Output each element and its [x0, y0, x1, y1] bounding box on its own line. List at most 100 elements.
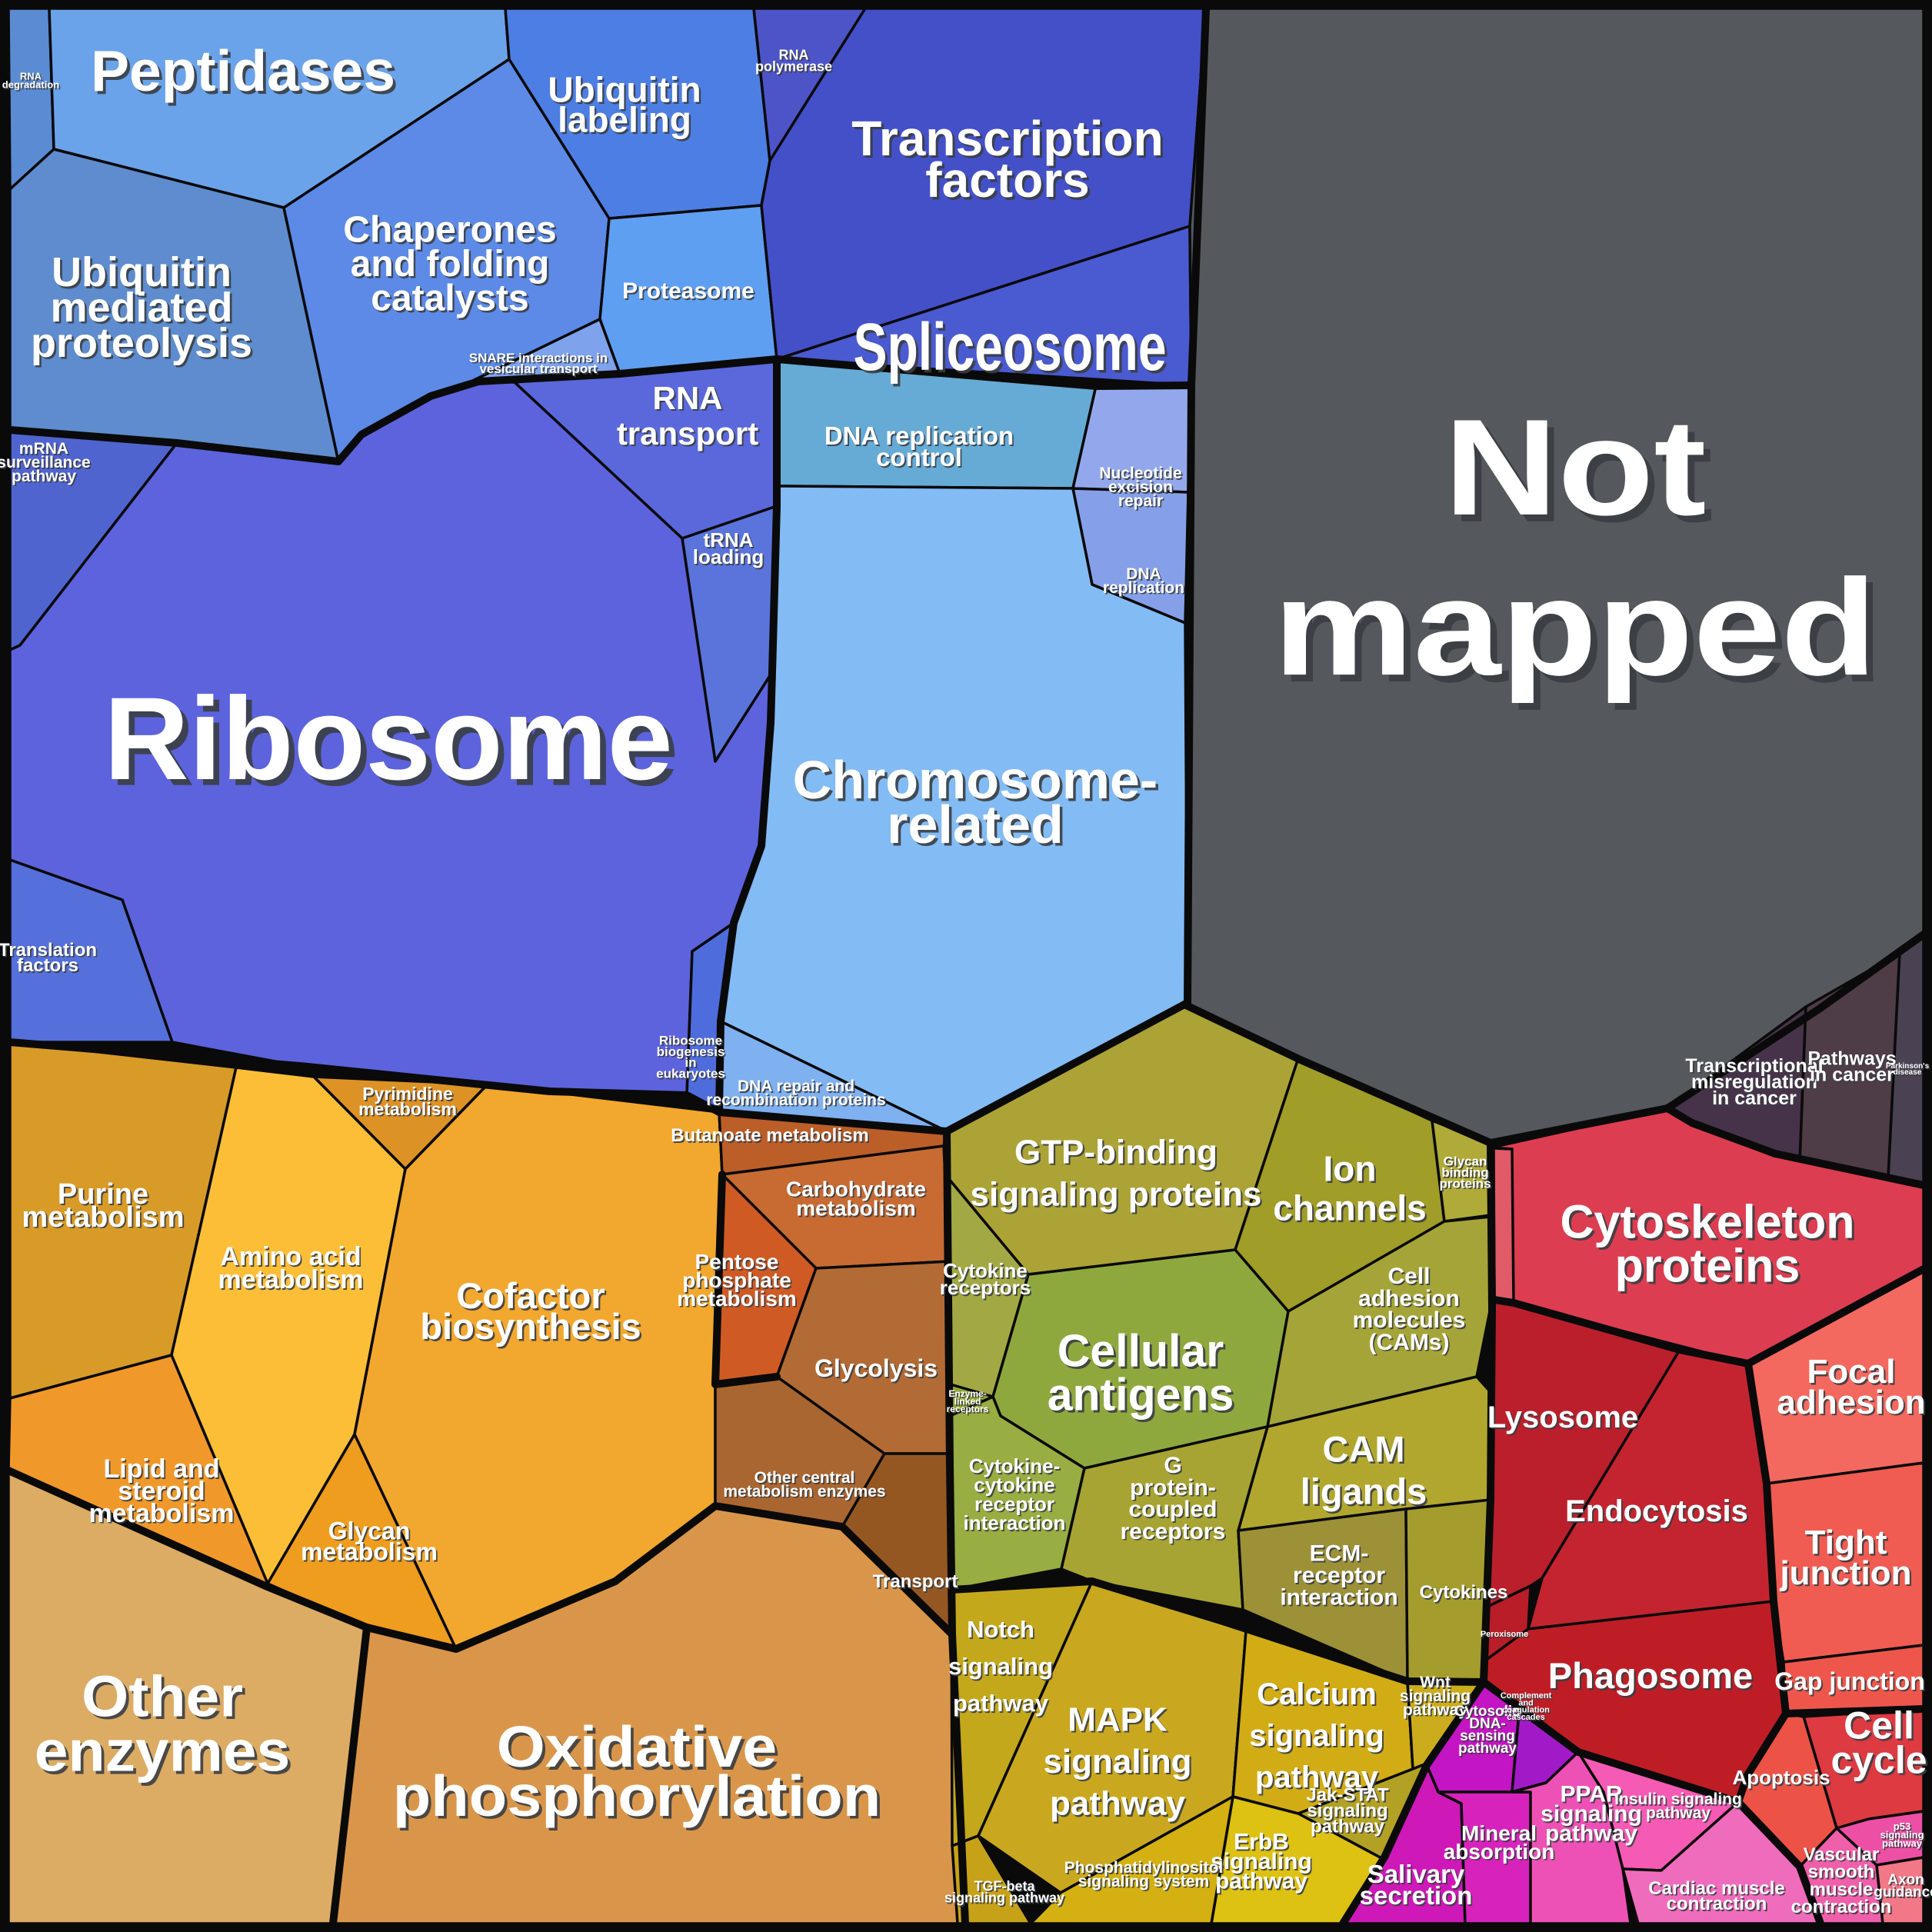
- svg-text:mapped: mapped: [1281, 558, 1884, 711]
- svg-text:surveillance: surveillance: [0, 454, 91, 471]
- svg-text:TGF-beta: TGF-beta: [974, 1878, 1036, 1894]
- svg-text:sensing: sensing: [1461, 1730, 1517, 1746]
- svg-text:Lipid and: Lipid and: [103, 1454, 219, 1484]
- svg-text:signaling: signaling: [950, 1654, 1054, 1681]
- svg-text:Enzyme-: Enzyme-: [948, 1388, 986, 1399]
- svg-text:Cytosolic: Cytosolic: [1456, 1705, 1522, 1721]
- svg-text:Pathways: Pathways: [1807, 1048, 1896, 1069]
- svg-text:adhesion: adhesion: [1777, 1384, 1925, 1421]
- svg-text:mediated: mediated: [52, 287, 235, 333]
- svg-text:Phagosome: Phagosome: [1550, 1657, 1754, 1697]
- svg-text:Transcriptional: Transcriptional: [1687, 1057, 1824, 1078]
- svg-text:guidance: guidance: [1874, 1884, 1932, 1900]
- svg-text:DNA replication: DNA replication: [826, 423, 1015, 451]
- svg-text:Cardiac muscle: Cardiac muscle: [1648, 1878, 1784, 1899]
- svg-text:Phosphatidylinositol: Phosphatidylinositol: [1066, 1860, 1225, 1878]
- svg-text:adhesion: adhesion: [1360, 1287, 1461, 1313]
- svg-text:signaling: signaling: [1400, 1687, 1471, 1705]
- svg-text:Butanoate metabolism: Butanoate metabolism: [672, 1127, 870, 1148]
- svg-text:polymerase: polymerase: [755, 59, 832, 75]
- svg-text:pathway: pathway: [12, 468, 76, 485]
- svg-text:Spliceosome: Spliceosome: [856, 313, 1169, 388]
- svg-text:biosynthesis: biosynthesis: [422, 1307, 643, 1348]
- svg-text:Cytokine-: Cytokine-: [971, 1456, 1061, 1479]
- svg-text:Translation: Translation: [0, 940, 97, 961]
- svg-text:Focal: Focal: [1809, 1354, 1897, 1392]
- svg-text:Other central: Other central: [755, 1471, 856, 1488]
- svg-text:surveillance: surveillance: [0, 455, 92, 473]
- svg-text:antigens: antigens: [1050, 1372, 1237, 1423]
- svg-text:RNA: RNA: [655, 381, 724, 418]
- svg-text:Jak-STAT: Jak-STAT: [1306, 1785, 1388, 1806]
- svg-text:factors: factors: [18, 957, 80, 978]
- svg-text:signaling system: signaling system: [1080, 1874, 1211, 1892]
- svg-text:interaction: interaction: [1280, 1585, 1397, 1611]
- svg-text:TGF-beta: TGF-beta: [975, 1880, 1037, 1895]
- svg-text:RNA: RNA: [653, 380, 723, 416]
- svg-text:recombination proteins: recombination proteins: [706, 1091, 885, 1109]
- svg-text:Not: Not: [1444, 390, 1706, 544]
- svg-text:MAPK: MAPK: [1068, 1700, 1168, 1738]
- svg-text:coupled: coupled: [1128, 1497, 1217, 1522]
- svg-text:metabolism: metabolism: [90, 1501, 235, 1530]
- svg-text:receptor: receptor: [976, 1494, 1056, 1517]
- svg-text:Not: Not: [1451, 397, 1713, 551]
- svg-text:tRNA: tRNA: [704, 528, 754, 551]
- svg-text:interaction: interaction: [964, 1513, 1067, 1536]
- svg-text:binding: binding: [1441, 1165, 1488, 1180]
- svg-text:Carbohydrate: Carbohydrate: [788, 1178, 928, 1202]
- svg-text:CAM: CAM: [1324, 1431, 1407, 1471]
- svg-text:metabolism: metabolism: [89, 1499, 235, 1528]
- svg-text:metabolism: metabolism: [358, 1099, 457, 1119]
- svg-text:Cell: Cell: [1389, 1265, 1431, 1291]
- svg-text:Insulin signaling: Insulin signaling: [1616, 1792, 1744, 1810]
- svg-text:Pyrimidine: Pyrimidine: [362, 1084, 453, 1104]
- svg-text:mediated: mediated: [50, 285, 232, 331]
- svg-text:Insulin signaling: Insulin signaling: [1614, 1790, 1742, 1808]
- svg-text:Notch: Notch: [968, 1617, 1036, 1644]
- svg-text:proteins: proteins: [1617, 1241, 1803, 1294]
- svg-text:Glycan: Glycan: [329, 1518, 411, 1546]
- svg-text:DNA replication: DNA replication: [824, 421, 1014, 450]
- svg-text:adhesion: adhesion: [1358, 1286, 1460, 1311]
- svg-text:pathway: pathway: [1545, 1821, 1637, 1847]
- svg-text:signaling: signaling: [1308, 1802, 1389, 1823]
- svg-text:SNARE interactions in: SNARE interactions in: [469, 351, 608, 365]
- svg-text:metabolism: metabolism: [301, 1538, 438, 1566]
- svg-text:Apoptosis: Apoptosis: [1732, 1766, 1830, 1789]
- svg-text:Spliceosome: Spliceosome: [853, 310, 1166, 385]
- svg-text:phosphorylation: phosphorylation: [396, 1766, 884, 1831]
- svg-text:Amino acid: Amino acid: [222, 1244, 362, 1273]
- svg-text:receptors: receptors: [940, 1276, 1031, 1299]
- svg-text:degradation: degradation: [4, 80, 61, 92]
- svg-text:signaling proteins: signaling proteins: [972, 1178, 1264, 1215]
- svg-text:receptors: receptors: [948, 1405, 990, 1416]
- svg-text:RNA: RNA: [20, 71, 42, 82]
- svg-text:mRNA: mRNA: [19, 440, 68, 458]
- svg-text:smooth: smooth: [1808, 1862, 1875, 1883]
- svg-text:Cell: Cell: [1387, 1264, 1430, 1289]
- svg-text:signaling: signaling: [948, 1653, 1053, 1680]
- svg-text:signaling: signaling: [1541, 1801, 1642, 1827]
- svg-text:signaling: signaling: [1401, 1689, 1472, 1707]
- svg-text:Gap junction: Gap junction: [1776, 1669, 1927, 1697]
- svg-text:Cytokines: Cytokines: [1421, 1584, 1509, 1604]
- svg-text:Cytokines: Cytokines: [1420, 1582, 1508, 1603]
- svg-text:Cytokine: Cytokine: [944, 1261, 1029, 1284]
- svg-text:pathway: pathway: [1884, 1839, 1924, 1850]
- svg-text:linked: linked: [954, 1396, 981, 1407]
- svg-text:Tight: Tight: [1805, 1524, 1887, 1561]
- svg-text:ECM-: ECM-: [1310, 1541, 1369, 1567]
- svg-text:RNA: RNA: [780, 48, 810, 64]
- svg-text:labeling: labeling: [558, 100, 691, 140]
- svg-text:pathway: pathway: [1257, 1762, 1381, 1796]
- svg-text:signaling: signaling: [1307, 1800, 1387, 1821]
- svg-text:excision: excision: [1108, 478, 1173, 496]
- svg-text:Glycolysis: Glycolysis: [814, 1354, 938, 1382]
- svg-text:Ion: Ion: [1325, 1151, 1378, 1191]
- svg-text:receptors: receptors: [941, 1277, 1033, 1301]
- svg-text:Gap junction: Gap junction: [1774, 1667, 1925, 1695]
- svg-text:signaling: signaling: [1212, 1850, 1314, 1876]
- svg-text:mapped: mapped: [1274, 551, 1877, 705]
- svg-text:contraction: contraction: [1791, 1897, 1892, 1917]
